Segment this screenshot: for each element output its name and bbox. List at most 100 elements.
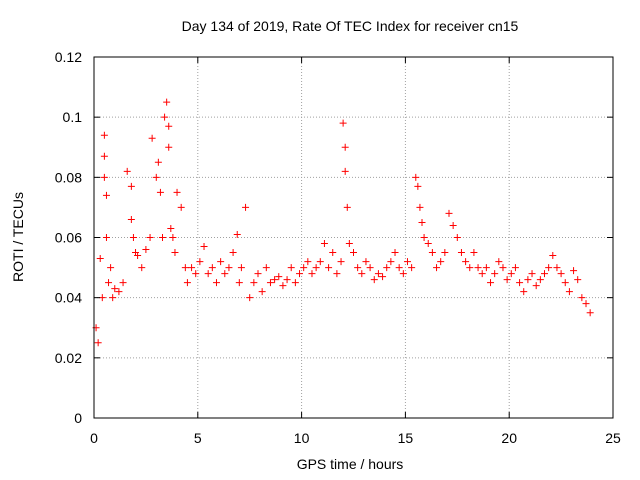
data-point bbox=[374, 270, 382, 278]
data-point bbox=[449, 221, 457, 229]
data-point bbox=[549, 252, 557, 260]
data-point bbox=[196, 258, 204, 266]
data-point bbox=[152, 173, 160, 181]
data-point bbox=[437, 258, 445, 266]
data-point bbox=[229, 249, 237, 257]
data-point bbox=[279, 282, 287, 290]
data-point bbox=[177, 203, 185, 211]
data-point bbox=[462, 258, 470, 266]
data-point bbox=[366, 264, 374, 272]
data-point bbox=[308, 270, 316, 278]
data-point bbox=[217, 258, 225, 266]
data-point bbox=[94, 339, 102, 347]
data-point bbox=[491, 270, 499, 278]
data-point bbox=[138, 264, 146, 272]
data-point bbox=[333, 270, 341, 278]
data-point bbox=[233, 230, 241, 238]
grid bbox=[94, 57, 613, 418]
data-point bbox=[254, 270, 262, 278]
data-point bbox=[105, 279, 113, 287]
data-point bbox=[312, 264, 320, 272]
data-point bbox=[495, 258, 503, 266]
data-point bbox=[487, 279, 495, 287]
data-point bbox=[561, 279, 569, 287]
data-point bbox=[524, 276, 532, 284]
data-point bbox=[154, 158, 162, 166]
data-point bbox=[109, 294, 117, 302]
data-points bbox=[92, 98, 594, 347]
data-point bbox=[420, 234, 428, 241]
data-point bbox=[408, 264, 416, 272]
data-point bbox=[418, 218, 426, 226]
data-point bbox=[242, 203, 250, 211]
data-point bbox=[148, 134, 156, 142]
x-tick-label: 10 bbox=[294, 430, 310, 446]
data-point bbox=[586, 309, 594, 317]
data-point bbox=[221, 270, 229, 278]
data-point bbox=[208, 264, 216, 272]
data-point bbox=[300, 264, 308, 272]
data-point bbox=[424, 240, 432, 248]
data-point bbox=[570, 267, 578, 275]
data-point bbox=[119, 279, 127, 287]
data-point bbox=[362, 258, 370, 266]
y-tick-label: 0.06 bbox=[55, 230, 82, 246]
data-point bbox=[142, 246, 150, 254]
data-point bbox=[304, 258, 312, 266]
data-point bbox=[379, 273, 387, 281]
data-point bbox=[225, 264, 233, 272]
y-axis-label: ROTI / TECUs bbox=[10, 192, 26, 282]
data-point bbox=[320, 240, 328, 248]
data-point bbox=[395, 264, 403, 272]
data-point bbox=[578, 294, 586, 302]
data-point bbox=[343, 203, 351, 211]
data-point bbox=[433, 264, 441, 272]
data-point bbox=[96, 255, 104, 263]
data-point bbox=[553, 264, 561, 272]
data-point bbox=[127, 182, 135, 190]
data-point bbox=[445, 209, 453, 217]
data-point bbox=[337, 258, 345, 266]
data-point bbox=[350, 249, 357, 257]
data-point bbox=[511, 264, 519, 272]
data-point bbox=[453, 234, 461, 241]
data-point bbox=[123, 167, 131, 175]
data-point bbox=[582, 300, 590, 308]
x-tick-label: 15 bbox=[398, 430, 414, 446]
data-point bbox=[250, 279, 258, 287]
data-point bbox=[532, 282, 540, 290]
data-point bbox=[399, 270, 407, 278]
data-point bbox=[115, 288, 123, 296]
data-point bbox=[370, 276, 378, 284]
data-point bbox=[100, 152, 108, 160]
data-point bbox=[100, 131, 108, 139]
data-point bbox=[235, 279, 243, 287]
data-point bbox=[161, 113, 169, 121]
data-point bbox=[212, 279, 220, 287]
data-point bbox=[503, 276, 511, 284]
data-point bbox=[474, 264, 482, 272]
data-point bbox=[341, 167, 349, 175]
data-point bbox=[188, 264, 196, 272]
data-point bbox=[165, 122, 173, 130]
data-point bbox=[414, 182, 422, 190]
y-tick-label: 0.04 bbox=[55, 290, 82, 306]
data-point bbox=[358, 270, 366, 278]
data-point bbox=[507, 270, 515, 278]
data-point bbox=[159, 234, 167, 241]
data-point bbox=[163, 98, 171, 106]
data-point bbox=[536, 276, 544, 284]
x-tick-label: 5 bbox=[194, 430, 202, 446]
y-tick-label: 0.12 bbox=[55, 49, 82, 65]
data-point bbox=[181, 264, 189, 272]
x-tick-label: 0 bbox=[90, 430, 98, 446]
data-point bbox=[557, 270, 565, 278]
data-point bbox=[470, 249, 478, 257]
data-point bbox=[275, 273, 283, 281]
data-point bbox=[565, 288, 573, 296]
axis-ticks: 0 5 10 15 20 25 0 0.02 0.04 0.06 0.08 0.1 0.12 bbox=[55, 49, 621, 446]
x-tick-label: 25 bbox=[605, 430, 621, 446]
x-tick-label: 20 bbox=[501, 430, 517, 446]
data-point bbox=[520, 288, 528, 296]
